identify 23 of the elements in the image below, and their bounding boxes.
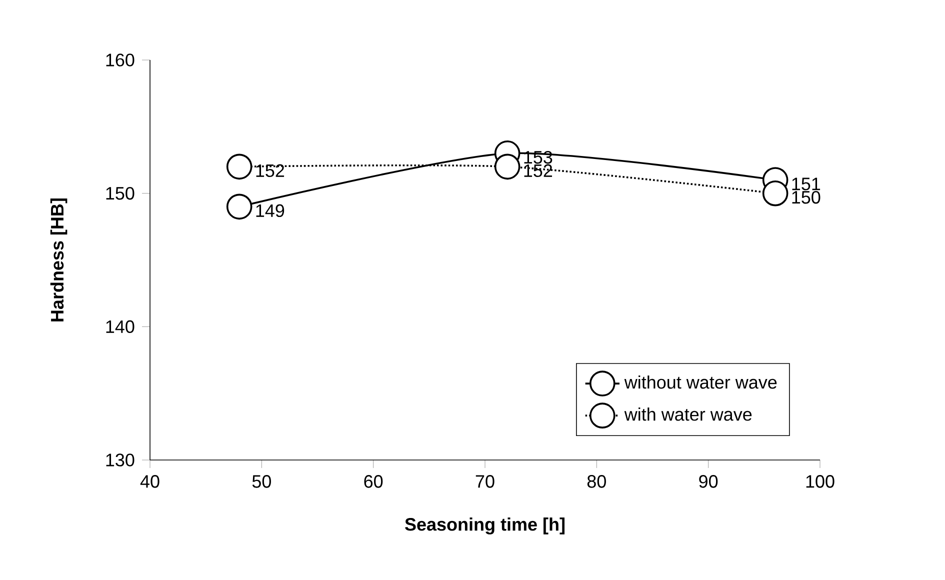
point (226, 154, 252, 180)
x-tick-label: 60 (364, 475, 383, 488)
legend-label: with water wave (624, 408, 752, 421)
y-axis-title: Hardness [HB] (50, 198, 68, 322)
point (226, 194, 252, 220)
y-tick-label: 140 (106, 320, 134, 334)
point (494, 154, 520, 180)
y-tick-label: 160 (106, 54, 134, 66)
data-label: 152 (524, 164, 552, 178)
x-tick-label: 70 (476, 475, 494, 488)
x-tick-label: 100 (806, 475, 834, 488)
x-tick-label: 50 (252, 475, 271, 488)
x-axis-title: Seasoning time [h] (405, 518, 564, 534)
x-tick-label: 80 (587, 475, 606, 488)
point (762, 180, 788, 206)
data-label: 151 (792, 178, 820, 190)
legend-label: without water wave (624, 376, 777, 389)
y-tick-label: 130 (106, 454, 134, 466)
x-tick-label: 90 (699, 475, 718, 488)
x-tick-label: 40 (140, 475, 160, 488)
y-tick-label: 150 (106, 186, 134, 200)
data-label: 149 (256, 204, 284, 218)
data-label: 150 (792, 190, 820, 204)
